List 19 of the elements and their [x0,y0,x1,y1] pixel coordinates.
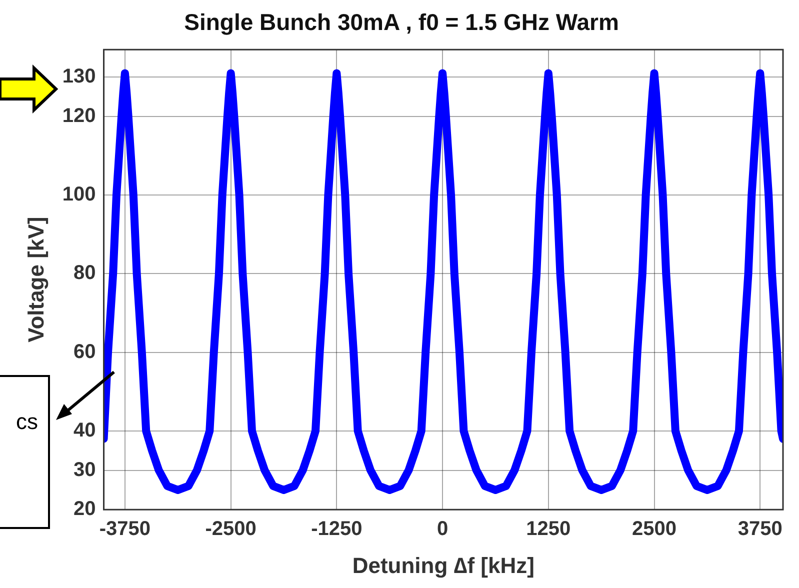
chart-title: Single Bunch 30mA , f0 = 1.5 GHz Warm [184,9,619,36]
y-tick-label: 80 [74,262,96,284]
x-tick-label: -3750 [99,518,151,540]
y-tick-label: 30 [74,458,96,481]
x-tick-label: -1250 [311,518,362,540]
y-tick-label: 100 [62,184,96,206]
x-axis-title: Detuning ∆f [kHz] [352,552,534,578]
x-tick-label: 2500 [632,518,677,540]
y-tick-label: 40 [74,419,96,442]
y-axis-title: Voltage [kV] [23,216,48,342]
x-tick-label: 1250 [526,518,571,540]
y-tick-label: 120 [62,104,96,127]
text: cs [16,409,38,435]
x-tick-label: 3750 [738,518,782,540]
y-tick-label: 130 [62,66,96,88]
x-tick-label: -2500 [205,518,256,540]
x-tick-label: 0 [436,518,448,540]
y-tick-label: 60 [74,340,96,363]
y-tick-label: 20 [74,498,96,520]
